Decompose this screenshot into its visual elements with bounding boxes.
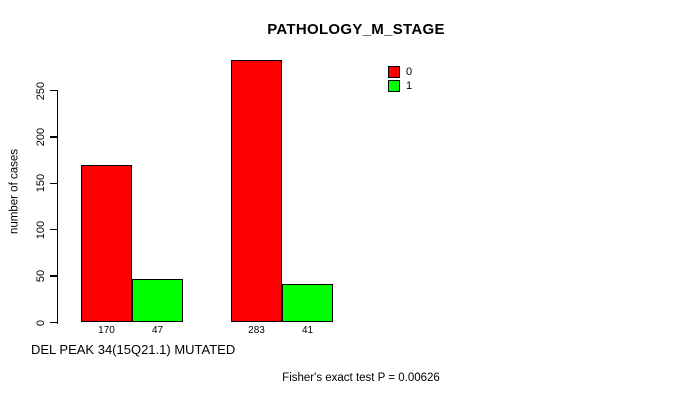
legend-item: 0 <box>388 66 412 79</box>
y-axis-tick <box>50 89 58 92</box>
fisher-test-annotation: Fisher's exact test P = 0.00626 <box>282 372 440 384</box>
y-axis-tick <box>50 136 58 138</box>
bar-series0-group1 <box>81 164 132 323</box>
y-axis-tick <box>50 275 58 277</box>
y-axis-line <box>56 90 58 324</box>
x-axis-title: DEL PEAK 34(15Q21.1) MUTATED <box>31 342 236 357</box>
bar-value-label: 47 <box>151 324 164 336</box>
y-axis-tick-label: 250 <box>35 81 47 100</box>
y-axis-tick-label: 50 <box>35 269 47 283</box>
y-axis-tick-label: 0 <box>35 319 47 326</box>
bar-series1-group1 <box>132 278 183 323</box>
legend-swatch <box>388 66 400 78</box>
bar-value-label: 41 <box>301 324 314 336</box>
bar-value-label: 283 <box>248 324 265 336</box>
bar-series1-group2 <box>282 284 333 323</box>
legend-swatch <box>388 80 400 92</box>
bar-value-label: 170 <box>98 324 115 336</box>
bar-series0-group2 <box>231 59 282 323</box>
y-axis-tick <box>50 321 58 324</box>
y-axis-tick-label: 150 <box>35 174 47 193</box>
y-axis-tick-label: 100 <box>35 220 47 239</box>
chart-title: PATHOLOGY_M_STAGE <box>267 21 445 38</box>
y-axis-tick-label: 200 <box>35 127 47 147</box>
legend-label: 1 <box>406 79 413 92</box>
y-axis-tick <box>50 228 58 231</box>
legend-item: 1 <box>388 80 412 93</box>
legend-label: 0 <box>406 65 413 78</box>
y-axis-tick <box>50 182 58 185</box>
